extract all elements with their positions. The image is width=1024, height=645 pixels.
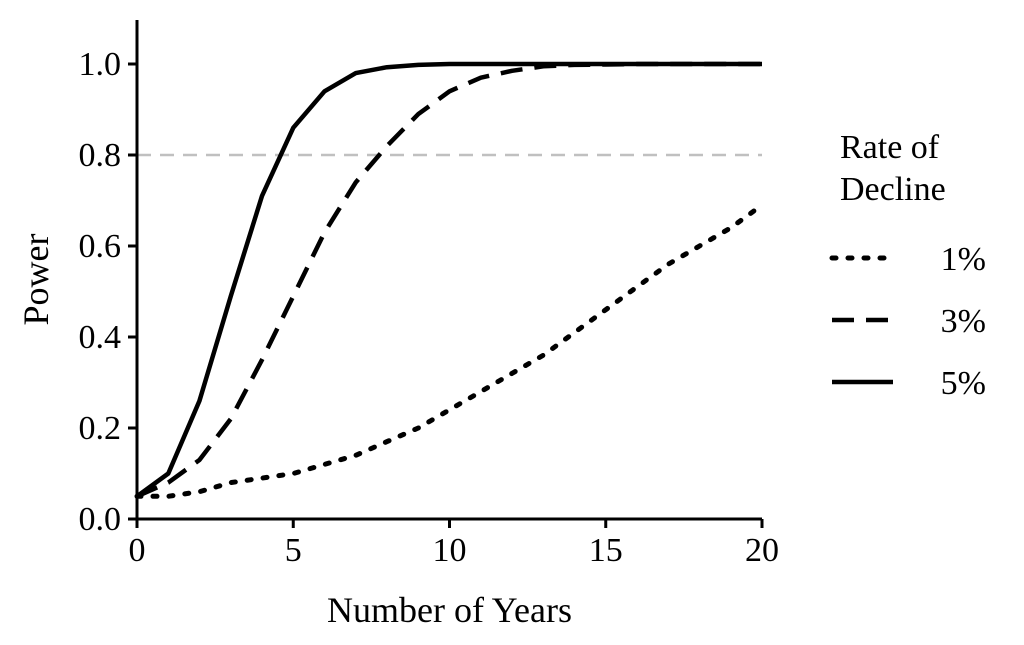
plot-area	[134, 61, 765, 499]
x-tick-label: 5	[285, 532, 302, 569]
series-line-3pct	[136, 61, 762, 499]
legend-title-line-1: Rate of	[840, 129, 940, 166]
legend: Rate of Decline 1% 3% 5%	[829, 129, 986, 402]
legend-label-5pct: 5%	[941, 365, 986, 402]
axes	[135, 20, 762, 521]
y-tick-label: 0.4	[79, 319, 122, 356]
y-tick-label: 0.8	[79, 137, 122, 174]
legend-label-3pct: 3%	[941, 303, 986, 340]
series-line-1pct	[134, 202, 765, 499]
y-tick-label: 1.0	[79, 46, 122, 83]
x-tick-label: 10	[433, 532, 467, 569]
x-tick-label: 20	[745, 532, 779, 569]
y-axis-title: Power	[16, 234, 56, 326]
y-tick-label: 0.6	[79, 228, 122, 265]
legend-title-line-2: Decline	[840, 171, 946, 208]
y-tick-label: 0.2	[79, 410, 122, 447]
series-line-5pct	[135, 61, 762, 499]
x-axis-title: Number of Years	[327, 590, 572, 630]
y-tick-label: 0.0	[79, 501, 122, 538]
x-tick-label: 15	[589, 532, 623, 569]
legend-label-1pct: 1%	[941, 241, 986, 278]
x-tick-label: 0	[129, 532, 146, 569]
ticks: 0 5 10 15 20 0.0 0.2 0.4 0.6 0.8 1.0	[79, 46, 780, 569]
